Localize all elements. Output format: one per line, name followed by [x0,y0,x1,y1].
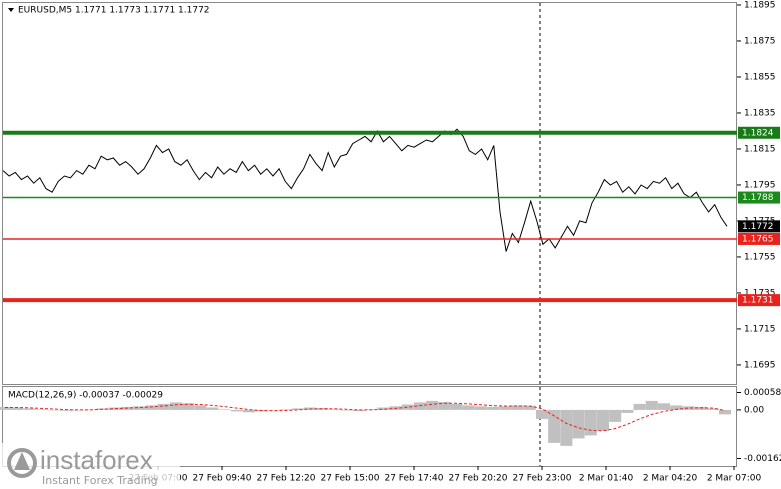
macd-bar [194,405,207,410]
x-tick-label: 2 Mar 04:20 [643,474,698,484]
macd-bar [230,409,243,412]
macd-bar [72,409,85,411]
macd-bar [523,405,536,410]
signal-line [5,402,726,432]
macd-bar [59,409,73,411]
macd-bar [47,409,60,411]
watermark-logo [7,448,37,478]
macd-bar [511,405,524,410]
macd-bar [35,409,48,410]
watermark-logo-mark [14,452,30,470]
x-tick-label: 27 Feb 15:00 [320,474,379,484]
macd-bar [670,405,683,410]
macd-bar [206,407,219,410]
macd-bar [474,406,487,410]
macd-bar [438,402,451,410]
y-tick-label: -0.00162 [744,454,781,464]
y-tick-label: 0.00 [744,405,764,415]
macd-bar [645,400,658,410]
watermark-tagline: Instant Forex Trading [42,474,158,487]
macd-bar [462,405,475,410]
macd-bar [584,409,597,436]
y-tick-label: 1.1795 [744,180,776,190]
macd-bar [706,408,719,410]
y-tick-label: 1.1715 [744,324,776,334]
macd-bar [267,409,280,411]
menu-arrow [8,8,14,12]
x-tick-label: 27 Feb 17:40 [384,474,443,484]
y-tick-label: 1.1695 [744,360,776,370]
y-tick-label: 1.1735 [744,288,776,298]
macd-bar [657,403,671,410]
level-label: 1.1731 [742,296,774,306]
watermark-brand: instaforex [40,445,153,475]
y-tick-label: 0.00058 [744,388,781,398]
macd-title: MACD(12,26,9) -0.00037 -0.00029 [8,391,163,401]
macd-bar [11,407,24,410]
x-tick-label: 27 Feb 20:20 [448,474,507,484]
x-tick-label: 27 Feb 12:20 [256,474,315,484]
level-label-box [738,191,780,204]
level-label-box [738,232,780,245]
price-line [2,128,728,252]
macd-panel-frame [2,386,737,467]
macd-bar [487,406,500,410]
last-price-label: 1.1772 [742,222,774,232]
macd-bar [157,403,170,410]
macd-bar [596,409,609,431]
level-label: 1.1765 [742,234,774,244]
chart-title: EURUSD,M5 1.1771 1.1773 1.1771 1.1772 [18,6,210,16]
macd-bar [291,408,304,410]
level-label: 1.1824 [742,128,774,138]
macd-bar [572,409,585,439]
macd-bar [169,402,182,410]
macd-bar [621,409,634,413]
macd-bar [23,408,36,410]
macd-bar [450,403,463,410]
macd-bar [633,403,646,410]
x-tick-label: 2 Mar 07:00 [707,474,762,484]
price-panel-frame [2,2,737,385]
y-tick-label: 1.1815 [744,144,776,154]
y-tick-label: 1.1895 [744,0,776,10]
macd-bar [352,409,365,412]
watermark: instaforex Instant Forex Trading [0,443,180,489]
macd-bar [243,409,256,413]
macd-bar [499,406,512,410]
macd-bar [535,409,548,419]
macd-bar [694,406,707,410]
macd-bar [401,404,414,410]
macd-bar [133,406,146,410]
y-tick-label: 1.1755 [744,252,776,262]
y-tick-label: 1.1835 [744,108,776,118]
y-tick-label: 1.1855 [744,72,776,82]
level-label: 1.1788 [742,193,774,203]
macd-bar [560,409,573,446]
last-price-box [738,220,780,233]
macd-bar [218,409,231,410]
level-label-box [738,294,780,307]
macd-bar [609,409,622,422]
macd-bar [548,409,561,443]
macd-bar [340,409,353,411]
macd-bar [145,405,158,410]
macd-bar [682,406,695,410]
macd-bar [377,407,390,410]
macd-bar [0,406,12,410]
macd-bar [182,403,195,410]
macd-bar [426,400,439,410]
macd-bar [279,409,292,410]
x-tick-label: 27 Feb 09:40 [192,474,251,484]
x-tick-label: 27 Feb 23:00 [512,474,571,484]
level-label-box [738,126,780,139]
x-tick-label: 2 Mar 01:40 [579,474,634,484]
macd-bar [328,409,341,410]
macd-bar [718,409,732,415]
y-tick-label: 1.1875 [744,36,776,46]
macd-bar [108,407,121,410]
